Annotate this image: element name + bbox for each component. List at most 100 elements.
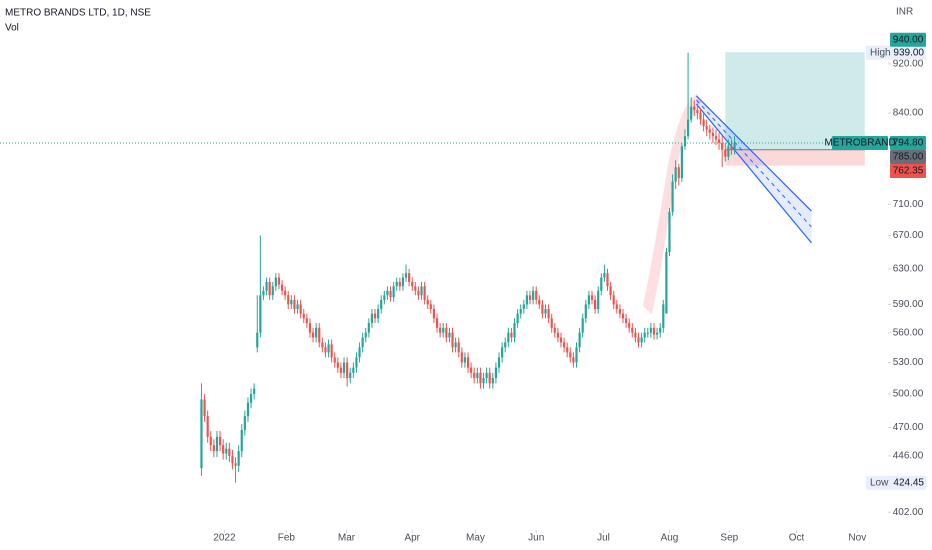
candle-body [215, 436, 219, 452]
candle-body [237, 451, 240, 466]
candle-body [628, 323, 631, 328]
candle-body [488, 372, 491, 384]
candle-body [336, 362, 339, 368]
candle-body [581, 318, 584, 333]
candle-body [383, 295, 386, 300]
candle-body [439, 327, 442, 333]
candle-body [559, 337, 563, 343]
candle-body [445, 327, 448, 338]
y-tick-label: 470.00 [893, 422, 924, 433]
candle-body [696, 109, 699, 114]
candle-body [398, 281, 401, 287]
candle-body [454, 342, 457, 348]
y-tick-label: 560.00 [893, 327, 924, 338]
candle-body [494, 367, 498, 379]
candle-body [349, 372, 352, 379]
y-tick-label: 920.00 [893, 58, 924, 69]
candle-body [516, 313, 519, 324]
candle-body [218, 436, 222, 446]
candle-body [324, 347, 327, 353]
candle-body [364, 332, 367, 338]
candle-body [708, 129, 711, 133]
candle-body [485, 372, 488, 379]
candle-body [482, 378, 485, 384]
candle-body [290, 299, 293, 305]
extreme-value: 424.45 [893, 477, 924, 488]
candle-body [262, 290, 265, 296]
candle-body [330, 344, 333, 358]
candle-body [404, 273, 408, 278]
candle-body [659, 327, 662, 333]
symbol-tag [832, 136, 888, 151]
candle-body [668, 211, 671, 252]
y-tick-label: 590.00 [893, 299, 924, 310]
candle-body [504, 342, 507, 348]
candle-body [693, 106, 696, 110]
candle-body [460, 352, 463, 363]
candle-body [373, 313, 377, 319]
candle-body [609, 286, 612, 296]
candle-body [733, 143, 736, 150]
candle-body [327, 344, 330, 353]
candle-body [677, 167, 680, 179]
candle-body [476, 372, 479, 379]
candle-body [556, 332, 560, 338]
y-tick-label: 500.00 [893, 389, 924, 400]
candle-body [538, 299, 541, 305]
channel-lower [695, 103, 812, 244]
candle-body [643, 332, 646, 338]
candle-body [228, 448, 231, 456]
candle-body [321, 342, 324, 348]
candle-body [293, 299, 296, 310]
price-tag [890, 150, 926, 165]
candle-body [575, 347, 578, 363]
candle-body [426, 299, 429, 305]
candle-body [389, 290, 392, 298]
candle-body [408, 273, 411, 282]
candle-body [649, 327, 652, 333]
candle-body [386, 290, 389, 296]
candle-body [572, 357, 575, 363]
candle-body [547, 309, 550, 319]
candle-body [593, 299, 597, 310]
candle-body [448, 332, 451, 338]
candle-body [212, 445, 215, 452]
candle-body [355, 357, 358, 368]
candle-body [497, 357, 501, 368]
candle-body [411, 281, 414, 287]
candle-body [271, 286, 274, 296]
candle-body [352, 367, 355, 373]
candle-body [665, 251, 668, 314]
candle-body [377, 309, 380, 319]
channel-fill [696, 95, 812, 243]
x-tick-label: Oct [789, 533, 805, 544]
x-tick-label: Nov [848, 533, 866, 544]
currency: INR [896, 7, 913, 18]
candle-body [246, 402, 250, 417]
candle-body [569, 352, 572, 358]
candle-body [274, 277, 277, 287]
y-tick-label: 710.00 [893, 199, 924, 210]
candle-body [662, 304, 665, 328]
candle-body [606, 273, 609, 287]
candle-body [646, 332, 649, 334]
candle-body [727, 146, 730, 157]
y-tick-label: 670.00 [893, 230, 924, 241]
candle-body [259, 295, 262, 333]
y-tick-label: 402.00 [893, 507, 924, 518]
candle-body [361, 337, 364, 348]
candle-body [222, 445, 225, 454]
candle-body [395, 281, 398, 287]
x-tick-label: Aug [661, 533, 679, 544]
candle-body [631, 327, 634, 333]
candle-body [597, 290, 600, 310]
candle-body [457, 342, 460, 353]
candle-body [637, 337, 640, 343]
candle-body [417, 290, 420, 296]
candle-body [724, 149, 727, 157]
candle-body [519, 309, 522, 314]
candle-body [501, 347, 504, 358]
candle-body [473, 372, 476, 379]
